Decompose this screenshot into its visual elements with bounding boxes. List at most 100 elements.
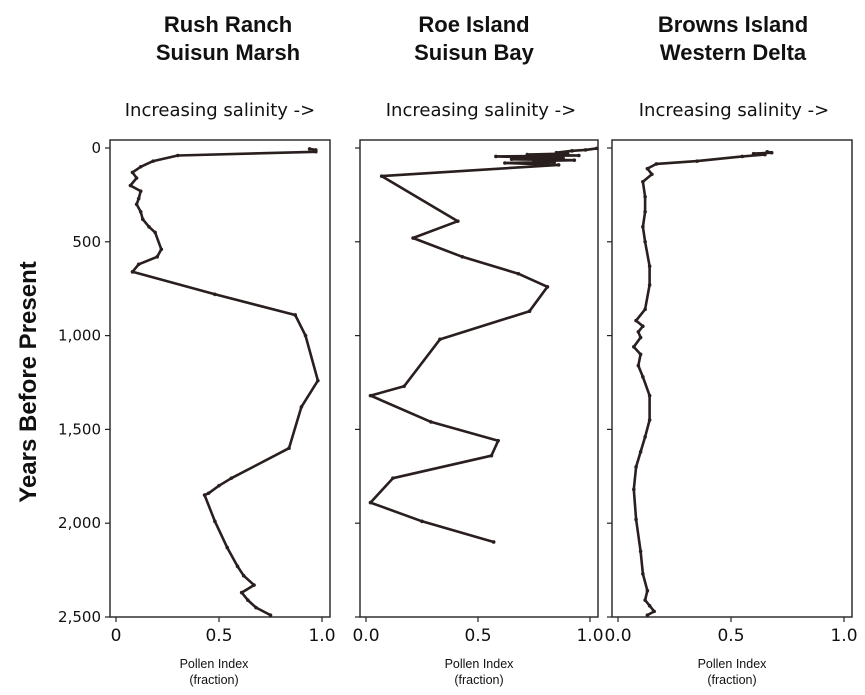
- x-tick-label: 1.0: [830, 626, 857, 646]
- salinity-label: Increasing salinity ->: [639, 100, 830, 121]
- data-point: [496, 438, 500, 443]
- data-point: [241, 573, 246, 578]
- data-point: [420, 519, 424, 524]
- data-point: [638, 352, 643, 357]
- data-point: [638, 549, 643, 554]
- series-line: [632, 150, 774, 617]
- data-point: [594, 146, 599, 151]
- data-point: [634, 465, 638, 469]
- data-point: [645, 588, 650, 593]
- data-point: [159, 247, 164, 252]
- data-point: [138, 189, 143, 193]
- data-point: [136, 196, 141, 201]
- data-point: [429, 420, 433, 424]
- data-point: [411, 236, 415, 240]
- data-point: [647, 603, 652, 608]
- data-point: [503, 161, 507, 165]
- panel-title-line: Roe Island: [418, 12, 529, 37]
- data-point: [638, 450, 643, 454]
- data-point: [379, 174, 384, 178]
- series-line: [129, 147, 320, 617]
- data-point: [299, 405, 304, 409]
- chart-panel-1: Rush Ranch Suisun Marsh Increasing salinit…: [58, 12, 335, 687]
- data-point: [527, 309, 532, 314]
- salinity-label: Increasing salinity ->: [125, 100, 316, 121]
- data-point: [239, 590, 244, 595]
- y-tick-label: 0: [91, 139, 101, 157]
- data-point: [303, 333, 308, 338]
- x-tick-label: 0: [111, 626, 122, 646]
- data-point: [641, 572, 645, 576]
- y-axis-label: Years Before Present: [15, 261, 42, 502]
- x-tick-label: 0.5: [205, 626, 232, 646]
- data-point: [647, 393, 652, 398]
- data-point: [402, 384, 406, 389]
- data-point: [763, 152, 767, 157]
- x-axis-label-line: (fraction): [189, 673, 238, 687]
- data-point: [314, 149, 318, 154]
- data-point: [643, 194, 647, 199]
- data-point: [147, 224, 151, 229]
- x-tick-label: 0.0: [352, 626, 379, 646]
- x-tick-label: 0.5: [464, 626, 491, 646]
- data-point: [130, 170, 135, 175]
- data-point: [136, 262, 141, 267]
- data-point: [155, 255, 159, 259]
- data-point: [391, 476, 395, 480]
- data-point: [645, 613, 650, 617]
- data-point: [176, 153, 180, 158]
- data-point: [751, 151, 756, 156]
- data-point: [252, 583, 256, 587]
- data-point: [254, 605, 258, 610]
- data-point: [636, 363, 641, 368]
- data-point: [554, 150, 559, 155]
- panel-title-line: Suisun Bay: [414, 40, 535, 65]
- x-axis-label-line: Pollen Index: [698, 657, 768, 671]
- data-point: [632, 345, 636, 349]
- data-point: [130, 270, 135, 274]
- data-point: [217, 483, 221, 488]
- data-point: [565, 151, 570, 156]
- data-point: [202, 493, 207, 497]
- data-point: [654, 162, 659, 166]
- data-point: [643, 598, 647, 602]
- data-point: [641, 224, 645, 229]
- data-point: [572, 158, 577, 162]
- data-point: [695, 159, 699, 163]
- data-point: [650, 172, 654, 177]
- data-point: [460, 255, 465, 259]
- data-point: [641, 179, 645, 184]
- data-point: [494, 154, 498, 159]
- data-point: [632, 487, 636, 492]
- data-point: [643, 209, 647, 214]
- panel-frame: [359, 139, 599, 618]
- data-point: [368, 393, 373, 398]
- panel-frame: [611, 139, 853, 618]
- data-point: [645, 166, 650, 171]
- chart-panel-2: Roe Island Suisun Bay Increasing salinity …: [352, 12, 603, 687]
- data-point: [634, 517, 638, 522]
- data-point: [268, 613, 273, 617]
- y-tick-label: 2,000: [58, 514, 101, 532]
- data-point: [456, 219, 460, 223]
- panel-title-line: Rush Ranch: [164, 12, 292, 37]
- data-point: [138, 164, 143, 169]
- data-point: [545, 285, 550, 289]
- data-point: [438, 337, 442, 342]
- data-point: [570, 149, 574, 153]
- panel-title-line: Browns Island: [658, 12, 808, 37]
- data-point: [525, 152, 530, 157]
- data-point: [643, 240, 647, 244]
- data-point: [740, 154, 745, 159]
- data-point: [636, 330, 641, 334]
- data-point: [489, 453, 494, 458]
- y-tick-label: 1,500: [58, 420, 101, 438]
- panel-frame: [109, 139, 331, 618]
- x-axis-label-line: Pollen Index: [445, 657, 515, 671]
- data-point: [134, 176, 139, 180]
- data-point: [213, 292, 217, 297]
- data-point: [307, 147, 312, 151]
- data-point: [638, 335, 643, 340]
- data-point: [206, 491, 211, 495]
